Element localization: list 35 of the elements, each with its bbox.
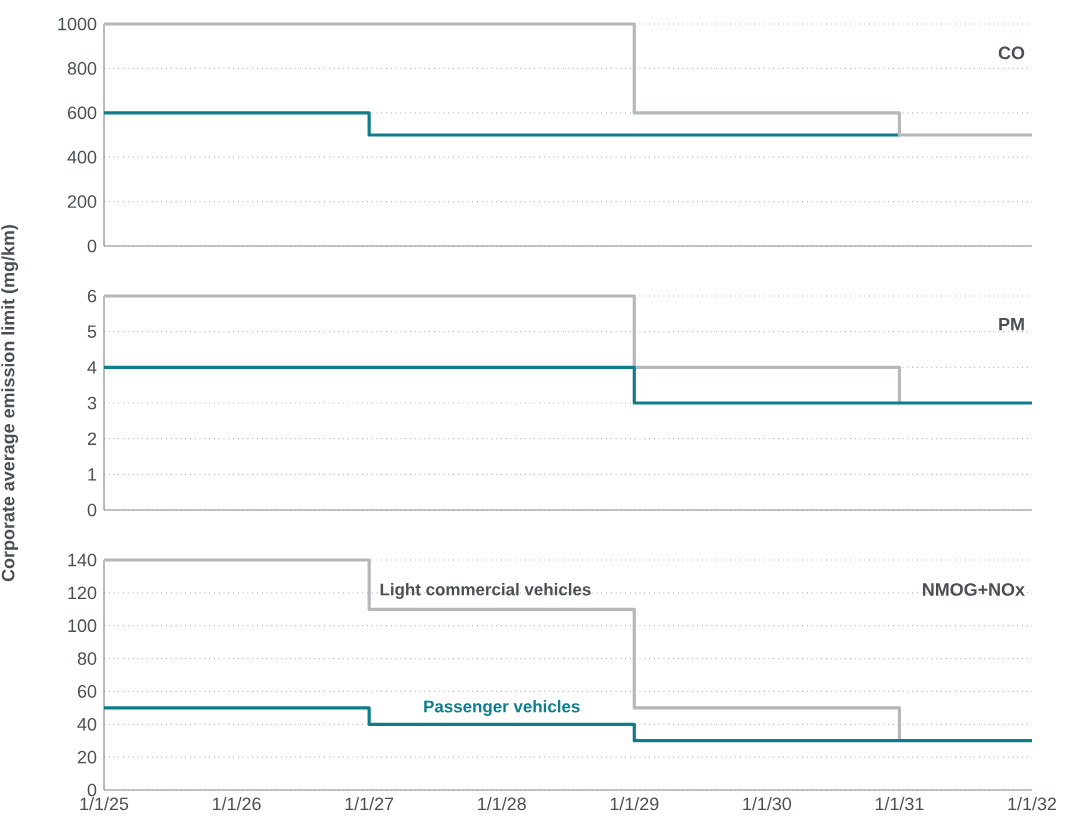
x-tick-label: 1/1/27 bbox=[345, 797, 394, 811]
y-tick-label: 5 bbox=[87, 325, 97, 338]
y-tick-label: 800 bbox=[67, 62, 97, 75]
y-tick-label: 6 bbox=[87, 289, 97, 303]
y-tick-label: 600 bbox=[67, 106, 97, 120]
x-tick-label: 1/1/25 bbox=[80, 797, 129, 811]
x-tick-label: 1/1/28 bbox=[478, 797, 526, 811]
text: NMOG+NOx bbox=[923, 583, 1025, 596]
y-tick-label: 400 bbox=[67, 150, 97, 164]
y-tick-label: 100 bbox=[68, 619, 97, 633]
y-tick-label: 2 bbox=[87, 432, 97, 445]
y-tick-label: 0 bbox=[87, 503, 97, 517]
series-label: Passenger vehicles bbox=[424, 700, 580, 716]
y-tick-label: 0 bbox=[87, 783, 97, 797]
y-tick-label: 1 bbox=[88, 468, 97, 481]
series-label: Light commercial vehicles bbox=[380, 583, 591, 599]
y-tick-label: 140 bbox=[68, 553, 97, 567]
y-tick-label: 3 bbox=[87, 396, 97, 410]
text: CO bbox=[998, 46, 1025, 60]
y-axis-title: Corporate average emission limit (mg/km) bbox=[1, 225, 19, 582]
y-tick-label: 60 bbox=[77, 685, 97, 698]
y-tick-label: 40 bbox=[77, 717, 97, 731]
y-tick-label: 20 bbox=[77, 750, 97, 764]
y-tick-label: 4 bbox=[87, 361, 97, 374]
x-tick-label: 1/1/30 bbox=[743, 797, 792, 811]
text: PM bbox=[999, 318, 1024, 331]
y-tick-label: 120 bbox=[68, 586, 97, 600]
x-tick-label: 1/1/32 bbox=[1008, 797, 1057, 811]
x-tick-label: 1/1/26 bbox=[213, 797, 261, 811]
x-tick-label: 1/1/29 bbox=[610, 797, 659, 811]
y-tick-label: 1000 bbox=[58, 17, 97, 31]
y-tick-label: 80 bbox=[77, 652, 97, 665]
y-tick-label: 0 bbox=[87, 239, 97, 253]
y-tick-label: 200 bbox=[67, 195, 97, 208]
x-tick-label: 1/1/31 bbox=[875, 797, 924, 811]
